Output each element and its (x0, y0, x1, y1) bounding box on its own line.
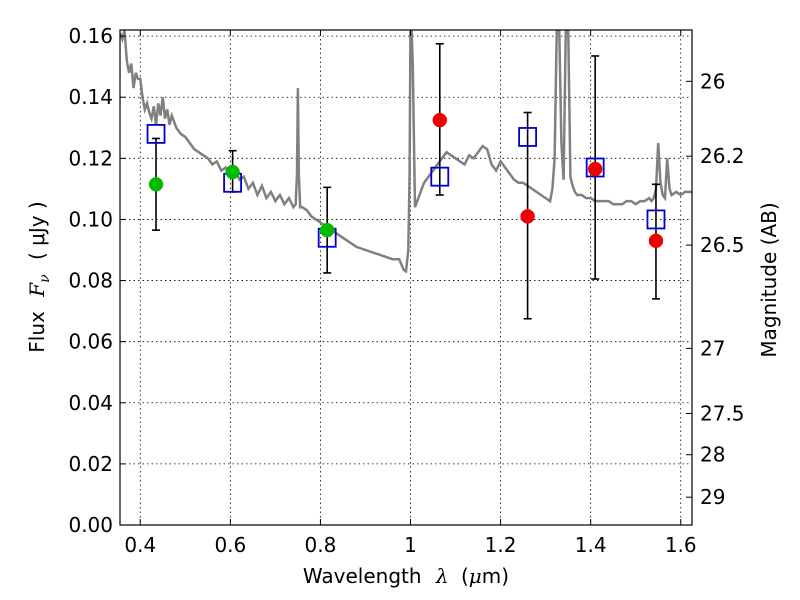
model-spectrum-line (120, 30, 692, 274)
model-photometry-square (430, 166, 450, 187)
observed-flux-point (520, 209, 535, 224)
x-tick-label: 0.6 (214, 533, 246, 557)
right-tick-label: 26 (700, 69, 725, 93)
right-tick-label: 27 (700, 336, 725, 360)
x-tick-label: 1.6 (665, 533, 697, 557)
x-axis-unit-rest: m) (482, 564, 509, 588)
x-tick-label: 0.8 (305, 533, 337, 557)
y-tick-label: 0.04 (68, 391, 113, 415)
y-tick-label: 0.06 (68, 330, 113, 354)
x-tick-label: 1 (404, 533, 417, 557)
y-axis-label: Flux Fν ( μJy ) (25, 201, 54, 352)
y-tick-label: 0.08 (68, 269, 113, 293)
y-axis-symbol: F (25, 282, 49, 298)
model-photometry-square (146, 123, 166, 144)
model-photometry-square (646, 209, 666, 230)
y-tick-label: 0.10 (68, 207, 113, 231)
x-axis-unit-open: ( (461, 564, 469, 588)
x-axis-symbol: λ (435, 564, 449, 588)
y-axis-unit: ( μJy ) (25, 201, 49, 260)
x-axis-label-text: Wavelength (303, 564, 422, 588)
y-tick-label: 0.14 (68, 85, 113, 109)
grid (120, 30, 692, 526)
right-tick-label: 26.2 (700, 144, 745, 168)
right-tick-label: 28 (700, 443, 725, 467)
y-tick-label: 0.02 (68, 452, 113, 476)
axis-ticks: 0.4 0.6 0.8 1 1.2 1.4 1.6 0.00 0.02 0.04 0.06 0.08 0… (68, 24, 744, 557)
observed-flux-point (225, 164, 240, 180)
plot-frame (119, 29, 693, 526)
observed-flux-point (432, 112, 448, 128)
y-tick-label: 0.12 (68, 146, 113, 170)
right-tick-label: 27.5 (700, 401, 745, 425)
y-axis-label-text: Flux (25, 311, 49, 353)
y-tick-label: 0.00 (68, 513, 113, 537)
x-axis-unit-mu: μ (469, 564, 482, 588)
observed-flux-point (148, 177, 164, 192)
x-tick-label: 1.2 (485, 533, 517, 557)
observed-flux-point (319, 222, 335, 238)
observed-flux-point (648, 233, 664, 249)
y-tick-label: 0.16 (68, 24, 113, 48)
x-axis-label: Wavelength λ (μm) (303, 564, 509, 588)
x-tick-label: 0.4 (124, 533, 156, 557)
right-axis-label: Magnitude (AB) (757, 202, 781, 357)
plot-area (120, 30, 692, 320)
data-points (146, 42, 666, 320)
y-axis-subscript: ν (37, 274, 53, 283)
observed-flux-point (587, 161, 603, 177)
model-photometry-square (518, 127, 538, 147)
right-tick-label: 26.5 (700, 233, 745, 257)
right-tick-label: 29 (700, 485, 725, 509)
model-photometry-square (585, 157, 605, 178)
x-tick-label: 1.4 (575, 533, 607, 557)
